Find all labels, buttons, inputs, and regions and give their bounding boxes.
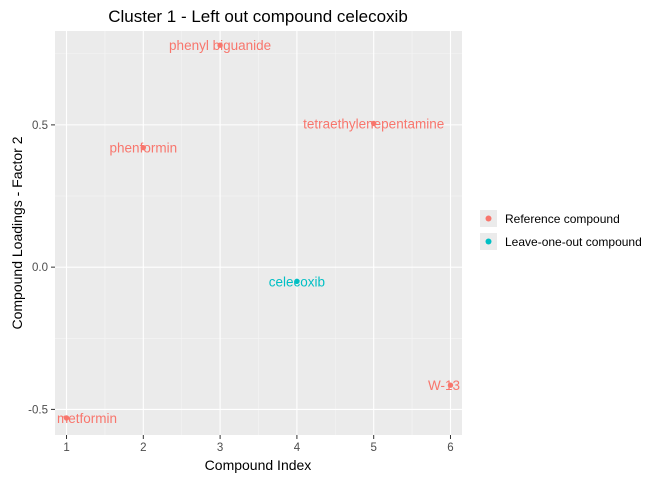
y-axis-title: Compound Loadings - Factor 2: [9, 136, 25, 329]
point-labels: metformin phenformin phenyl biguanide tetra…: [57, 38, 460, 426]
data-points: [63, 42, 454, 421]
data-point: [217, 42, 223, 48]
x-axis-ticks: 1 2 3 4 5 6: [63, 435, 454, 454]
data-label: W-13: [428, 378, 460, 393]
chart-title: Cluster 1 - Left out compound celecoxib: [108, 7, 408, 26]
y-tick-label: -0.5: [28, 404, 48, 416]
y-axis-ticks: -0.5 0.0 0.5: [28, 120, 55, 416]
legend-label-leave-one-out: Leave-one-out compound: [505, 235, 642, 249]
data-label: phenformin: [110, 141, 178, 156]
x-tick-label: 2: [140, 442, 146, 454]
legend-dot-reference: [485, 215, 492, 222]
data-point: [294, 278, 300, 285]
data-point: [63, 415, 70, 421]
x-tick-label: 5: [370, 442, 376, 454]
data-label: phenyl biguanide: [169, 38, 271, 53]
major-gridlines: [55, 31, 462, 435]
minor-gridlines: [55, 31, 462, 435]
data-point: [140, 144, 147, 151]
data-point: [370, 120, 377, 127]
legend-label-reference: Reference compound: [505, 212, 620, 226]
legend: Reference compound Leave-one-out compoun…: [480, 210, 642, 250]
y-tick-label: 0.5: [32, 120, 48, 132]
data-label: celecoxib: [269, 274, 325, 289]
data-point: [447, 382, 454, 388]
x-tick-label: 1: [63, 442, 69, 454]
data-label: tetraethylenepentamine: [303, 116, 444, 131]
x-tick-label: 3: [217, 442, 223, 454]
x-tick-label: 4: [294, 442, 301, 454]
legend-dot-leave-one-out: [485, 238, 492, 245]
x-axis-title: Compound Index: [205, 457, 312, 473]
y-tick-label: 0.0: [32, 262, 48, 274]
data-label: metformin: [57, 411, 117, 426]
x-tick-label: 6: [447, 442, 453, 454]
